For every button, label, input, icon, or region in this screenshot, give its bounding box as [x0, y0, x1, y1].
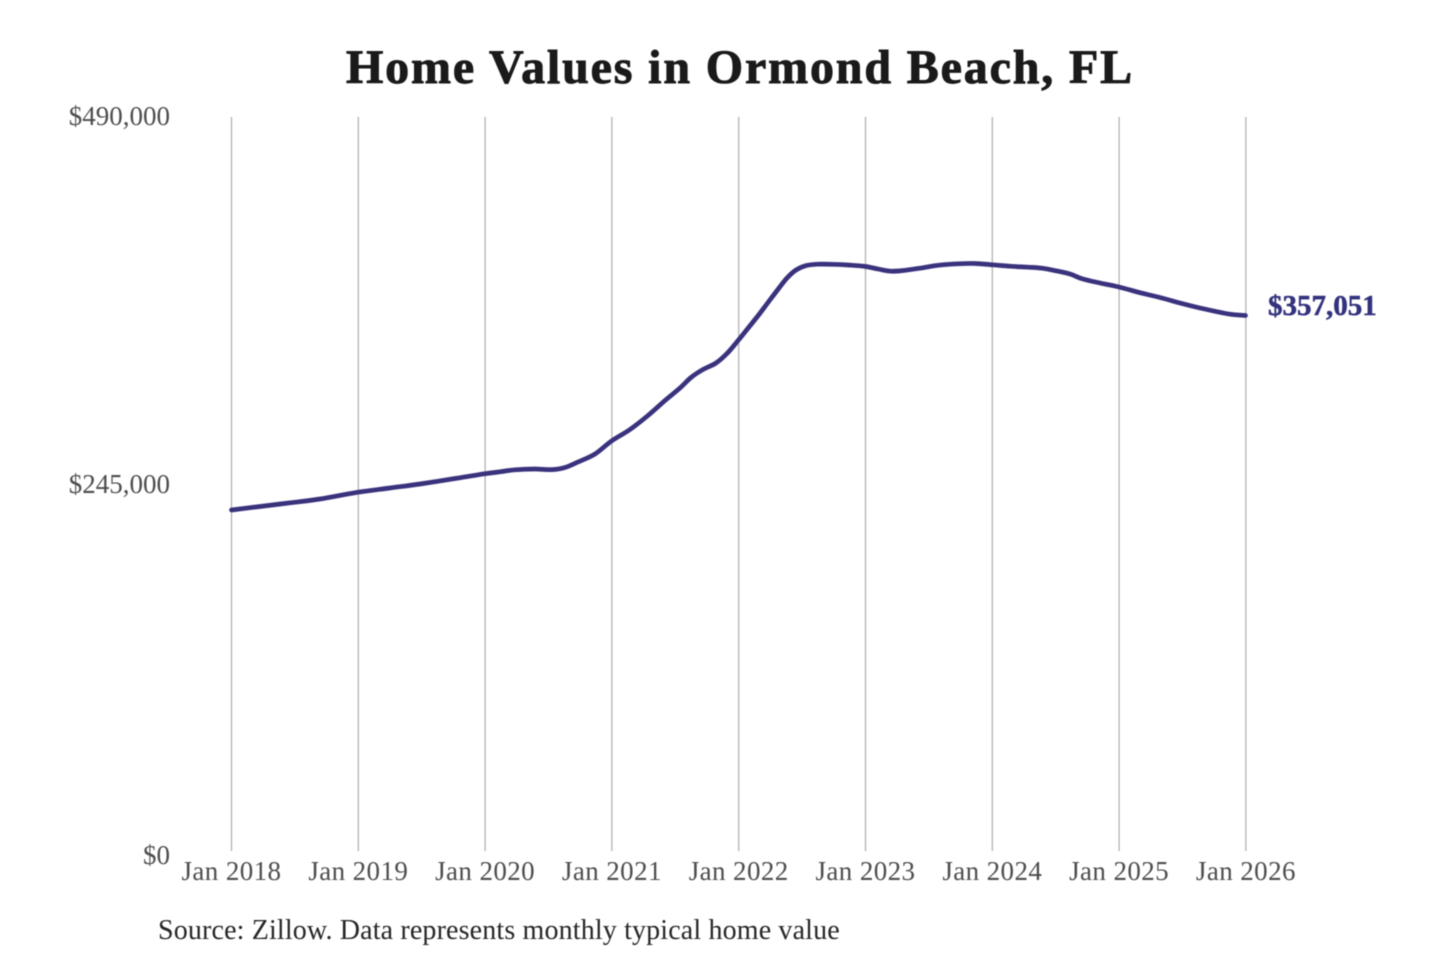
svg-text:Jan 2021: Jan 2021: [562, 856, 662, 886]
svg-text:Jan 2018: Jan 2018: [182, 856, 282, 886]
svg-text:$0: $0: [143, 840, 170, 870]
svg-text:Jan 2020: Jan 2020: [435, 856, 535, 886]
svg-text:Jan 2025: Jan 2025: [1069, 856, 1169, 886]
svg-text:Jan 2022: Jan 2022: [689, 856, 789, 886]
svg-text:Home Values in Ormond Beach, F: Home Values in Ormond Beach, FL: [346, 41, 1134, 94]
svg-text:Source: Zillow. Data represent: Source: Zillow. Data represents monthly …: [158, 915, 840, 946]
svg-text:Jan 2024: Jan 2024: [942, 856, 1042, 886]
svg-text:$357,051: $357,051: [1268, 290, 1377, 322]
svg-text:Jan 2023: Jan 2023: [816, 856, 916, 886]
svg-text:Jan 2026: Jan 2026: [1196, 856, 1296, 886]
svg-text:$245,000: $245,000: [69, 469, 170, 499]
svg-text:Jan 2019: Jan 2019: [308, 856, 408, 886]
svg-text:$490,000: $490,000: [69, 101, 170, 131]
